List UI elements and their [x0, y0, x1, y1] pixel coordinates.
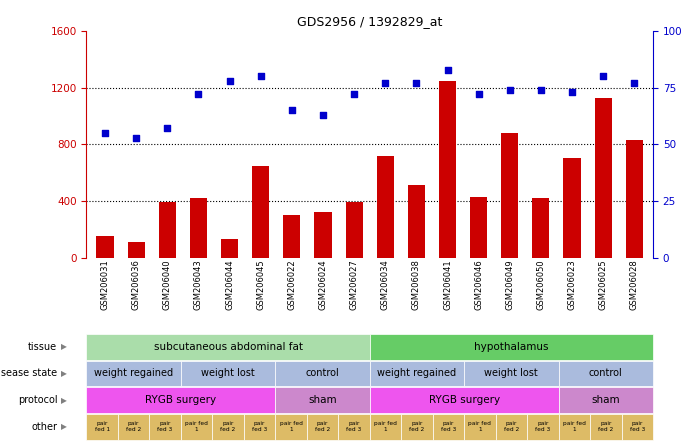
Text: pair
fed 2: pair fed 2: [504, 421, 519, 432]
Text: pair fed
1: pair fed 1: [468, 421, 491, 432]
Text: ▶: ▶: [61, 422, 67, 431]
Point: [380, 79, 391, 87]
Bar: [97, 236, 113, 258]
Point: [100, 130, 111, 137]
Text: other: other: [31, 422, 57, 432]
Text: pair
fed 2: pair fed 2: [126, 421, 141, 432]
Text: pair
fed 3: pair fed 3: [252, 421, 267, 432]
Bar: [377, 156, 394, 258]
Text: pair fed
1: pair fed 1: [374, 421, 397, 432]
Point: [536, 87, 547, 94]
Text: RYGB surgery: RYGB surgery: [145, 395, 216, 405]
Text: ▶: ▶: [61, 369, 67, 378]
Bar: [501, 133, 518, 258]
Point: [598, 73, 609, 80]
Bar: [346, 202, 363, 258]
Bar: [470, 197, 487, 258]
Point: [442, 66, 453, 73]
Text: sham: sham: [591, 395, 620, 405]
Point: [473, 91, 484, 98]
Point: [193, 91, 204, 98]
Point: [567, 89, 578, 96]
Text: pair fed
1: pair fed 1: [563, 421, 586, 432]
Text: RYGB surgery: RYGB surgery: [428, 395, 500, 405]
Text: pair fed
1: pair fed 1: [185, 421, 208, 432]
Bar: [532, 198, 549, 258]
Bar: [128, 242, 144, 258]
Title: GDS2956 / 1392829_at: GDS2956 / 1392829_at: [297, 16, 442, 28]
Bar: [595, 98, 612, 258]
Text: weight regained: weight regained: [94, 369, 173, 378]
Text: hypothalamus: hypothalamus: [474, 342, 549, 352]
Point: [224, 77, 235, 84]
Text: control: control: [305, 369, 339, 378]
Point: [348, 91, 359, 98]
Point: [629, 79, 640, 87]
Text: pair
fed 3: pair fed 3: [441, 421, 456, 432]
Bar: [252, 166, 269, 258]
Point: [131, 134, 142, 141]
Text: ▶: ▶: [61, 342, 67, 351]
Text: pair
fed 1: pair fed 1: [95, 421, 110, 432]
Text: protocol: protocol: [18, 395, 57, 405]
Bar: [190, 198, 207, 258]
Text: pair
fed 3: pair fed 3: [346, 421, 361, 432]
Text: tissue: tissue: [28, 342, 57, 352]
Text: pair
fed 3: pair fed 3: [536, 421, 551, 432]
Bar: [408, 185, 425, 258]
Text: pair
fed 2: pair fed 2: [220, 421, 236, 432]
Bar: [314, 212, 332, 258]
Point: [286, 107, 297, 114]
Text: control: control: [589, 369, 623, 378]
Point: [317, 111, 328, 119]
Text: pair
fed 2: pair fed 2: [315, 421, 330, 432]
Bar: [221, 239, 238, 258]
Point: [162, 125, 173, 132]
Point: [411, 79, 422, 87]
Text: pair
fed 3: pair fed 3: [630, 421, 645, 432]
Text: pair fed
1: pair fed 1: [280, 421, 303, 432]
Text: weight regained: weight regained: [377, 369, 457, 378]
Text: pair
fed 3: pair fed 3: [158, 421, 173, 432]
Text: weight lost: weight lost: [484, 369, 538, 378]
Text: weight lost: weight lost: [201, 369, 255, 378]
Text: pair
fed 2: pair fed 2: [409, 421, 424, 432]
Bar: [283, 215, 301, 258]
Point: [504, 87, 515, 94]
Text: sham: sham: [308, 395, 337, 405]
Bar: [159, 202, 176, 258]
Bar: [563, 159, 580, 258]
Text: subcutaneous abdominal fat: subcutaneous abdominal fat: [153, 342, 303, 352]
Text: disease state: disease state: [0, 369, 57, 378]
Point: [255, 73, 266, 80]
Text: ▶: ▶: [61, 396, 67, 404]
Bar: [439, 81, 456, 258]
Bar: [626, 140, 643, 258]
Text: pair
fed 2: pair fed 2: [598, 421, 614, 432]
